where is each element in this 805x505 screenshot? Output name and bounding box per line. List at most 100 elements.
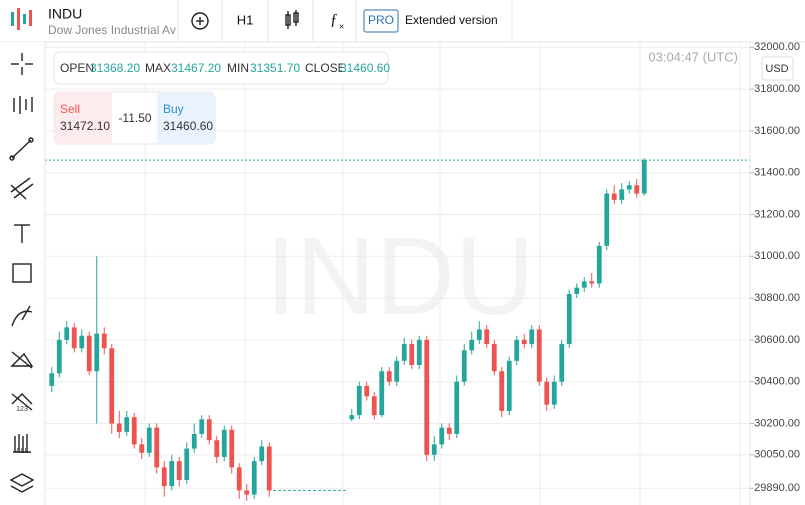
y-tick-label: 29890.00	[754, 482, 800, 494]
candle-body	[191, 433, 197, 449]
candle-body	[619, 189, 625, 200]
ohlc-label: MIN	[227, 61, 249, 75]
candle-body	[371, 396, 377, 416]
candle-body	[424, 339, 430, 455]
candle-body	[206, 419, 212, 441]
candle-body	[86, 335, 92, 372]
candle-body	[161, 467, 167, 487]
ohlc-label: CLOSE	[305, 61, 346, 75]
sell-price[interactable]: 31472.10	[60, 119, 110, 133]
indicators-button[interactable]: ƒ	[330, 12, 338, 29]
candle-body	[551, 381, 557, 405]
sell-button[interactable]	[54, 92, 112, 144]
add-button[interactable]	[191, 12, 209, 30]
candle-body	[116, 423, 122, 432]
top-bar	[0, 0, 805, 42]
ohlc-value: 31460.60	[340, 61, 390, 75]
candle-body	[229, 429, 235, 468]
y-tick-label: 31800.00	[754, 83, 800, 95]
buy-price[interactable]: 31460.60	[163, 119, 213, 133]
candle-body	[146, 427, 152, 453]
tool-caption: ALL	[16, 448, 29, 455]
ohlc-value: 31467.20	[171, 61, 221, 75]
candle-body	[139, 444, 145, 453]
pro-box[interactable]	[363, 9, 399, 33]
buy-button[interactable]	[157, 92, 215, 144]
candle-body	[506, 360, 512, 411]
candle-body	[154, 427, 160, 468]
candle-body	[581, 281, 587, 288]
candle-body	[356, 385, 362, 416]
ohlc-label: MAX	[145, 61, 171, 75]
y-tick-label: 30400.00	[754, 376, 800, 388]
candle-body	[491, 344, 497, 372]
candle-body	[169, 461, 175, 487]
indicators-x: ×	[339, 21, 344, 31]
candle-body	[529, 329, 535, 345]
candle-body	[431, 444, 437, 455]
candle-body	[634, 185, 640, 194]
currency-box[interactable]	[761, 56, 794, 81]
candle-body	[536, 329, 542, 382]
ohlc-label: OPEN	[60, 61, 94, 75]
candle-body	[401, 344, 407, 361]
candle-body	[259, 446, 265, 462]
candle-body	[71, 327, 77, 349]
y-tick-label: 31000.00	[754, 250, 800, 262]
currency[interactable]: USD	[765, 63, 788, 75]
tools[interactable]	[9, 53, 35, 493]
separators	[177, 0, 513, 42]
candle-body	[79, 335, 85, 349]
candle-body	[124, 417, 130, 432]
candle-body	[64, 327, 70, 340]
candle-body	[574, 287, 580, 294]
candle-body	[49, 373, 55, 386]
candle-body	[364, 385, 370, 397]
y-tick-label: 31600.00	[754, 125, 800, 137]
y-tick-label: 30600.00	[754, 334, 800, 346]
left-toolbar	[0, 42, 45, 505]
candle-body	[566, 293, 572, 345]
timeframe[interactable]: H1	[237, 12, 254, 27]
y-tick-label: 31400.00	[754, 167, 800, 179]
candle-body	[109, 348, 115, 424]
candle-body	[416, 339, 422, 365]
candle-body	[221, 429, 227, 457]
clock: 03:04:47 (UTC)	[648, 49, 738, 64]
candle-body	[56, 339, 62, 374]
candle-body	[611, 193, 617, 200]
candle-body	[199, 419, 205, 434]
candle-body	[131, 417, 137, 445]
candle-body	[454, 381, 460, 434]
ohlc-value: 31368.20	[90, 61, 140, 75]
price-axis: 32000.00 31800.00 31600.00 31400.00 31200.00…	[750, 41, 800, 494]
symbol-name: Dow Jones Industrial Ave	[48, 23, 183, 37]
candle-body	[101, 333, 107, 349]
candle-body	[409, 344, 415, 365]
candle-body	[641, 160, 647, 194]
y-tick-label: 32000.00	[754, 41, 800, 53]
candle-body	[544, 381, 550, 405]
candle-body	[604, 193, 610, 246]
candle-body	[446, 427, 452, 434]
candle-body	[394, 360, 400, 382]
candle-body	[236, 467, 242, 491]
extended-version[interactable]: Extended version	[405, 13, 498, 27]
buy-label[interactable]: Buy	[163, 102, 184, 116]
y-tick-label: 30200.00	[754, 417, 800, 429]
candle-body	[214, 440, 220, 457]
chart-type-button[interactable]	[285, 10, 299, 29]
candle-body	[521, 339, 527, 345]
y-tick-label: 31200.00	[754, 208, 800, 220]
candle-body	[461, 350, 467, 382]
candle-body	[596, 245, 602, 284]
candle-body	[439, 427, 445, 445]
pro-label[interactable]: PRO	[368, 13, 394, 27]
symbol[interactable]: INDU	[48, 6, 82, 22]
candle-body	[589, 281, 595, 284]
candle-body	[626, 185, 632, 190]
candle-body	[266, 446, 272, 491]
sell-label[interactable]: Sell	[60, 102, 80, 116]
tool-caption: 123	[16, 406, 28, 413]
